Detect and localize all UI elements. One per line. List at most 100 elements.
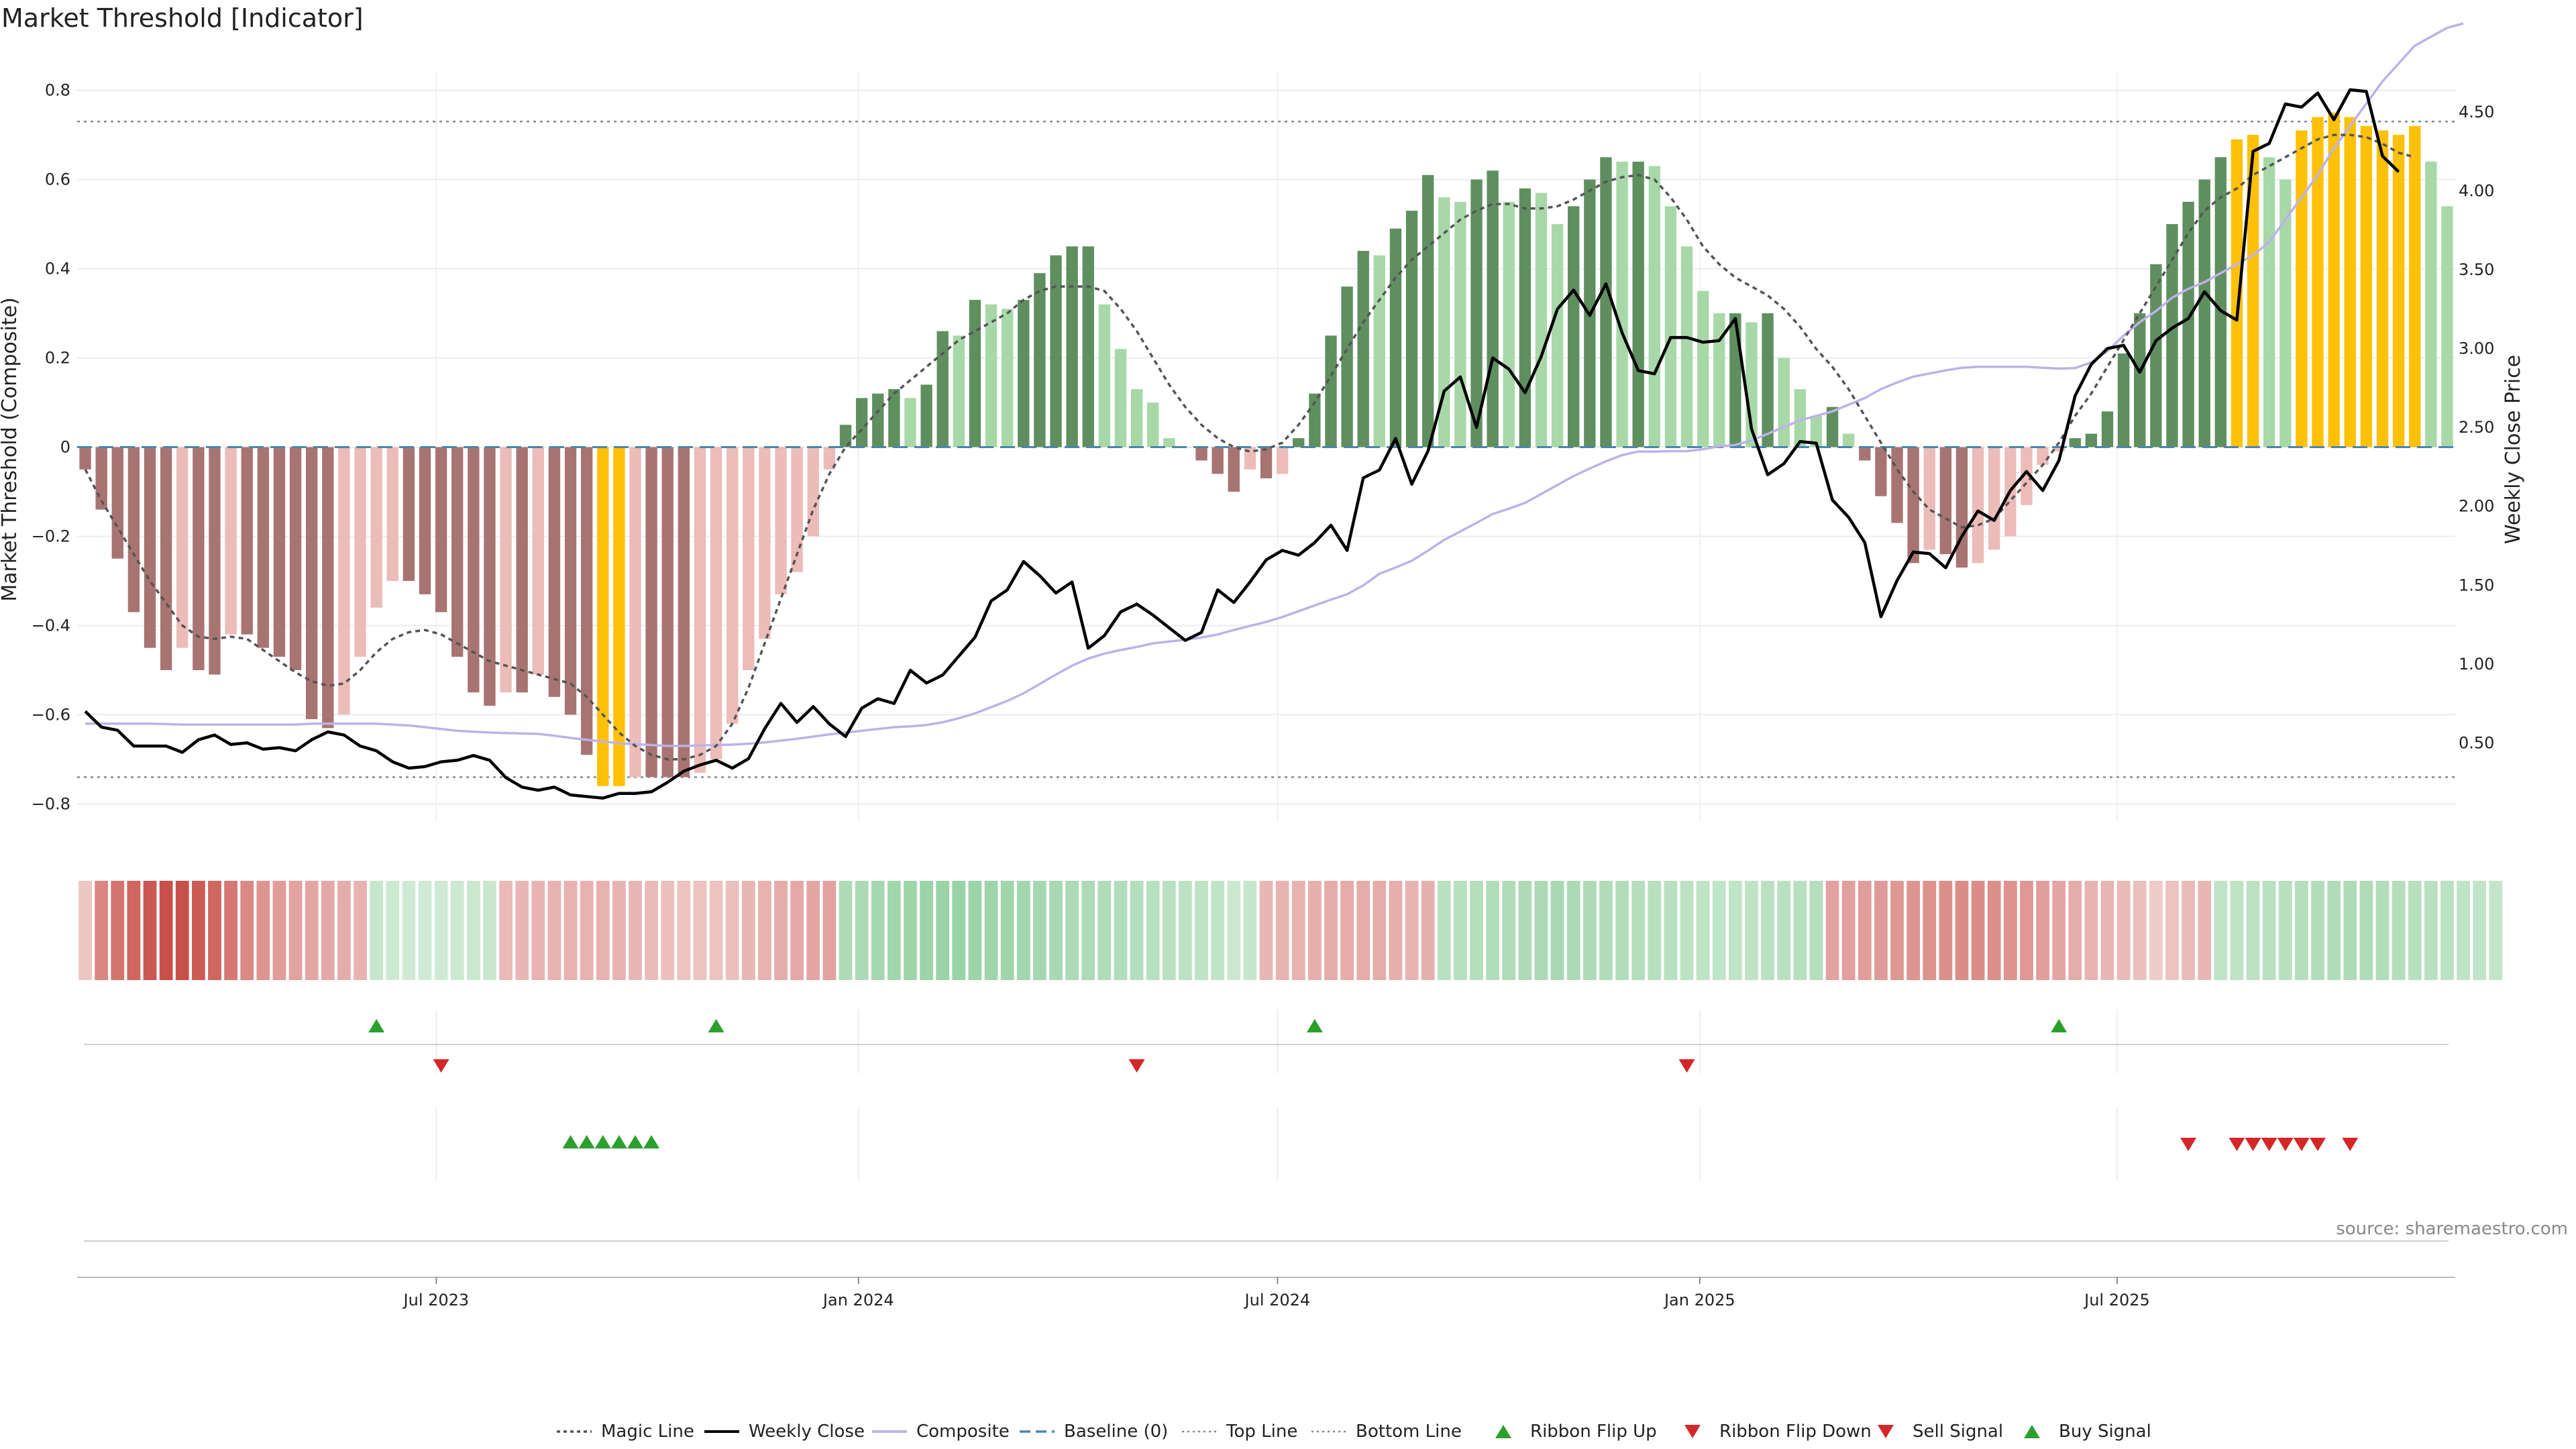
magic-line xyxy=(84,133,2416,761)
ribbon-cell xyxy=(1307,881,1322,980)
composite-bar xyxy=(2101,411,2114,447)
y-right-tick-label: 3.00 xyxy=(2459,339,2494,358)
ribbon-cell xyxy=(774,881,788,980)
composite-bar xyxy=(160,447,172,670)
composite-bar xyxy=(1794,389,1806,447)
chart-title: Market Threshold [Indicator] xyxy=(1,3,364,33)
ribbon-cell xyxy=(256,881,270,980)
ribbon-cell xyxy=(499,881,513,980)
composite-bar xyxy=(1098,304,1111,447)
ribbon-cell xyxy=(272,881,286,980)
composite-bar xyxy=(1163,438,1175,447)
ribbon-cell xyxy=(1518,881,1532,980)
buy-signal-marker xyxy=(610,1135,627,1148)
ribbon-cell xyxy=(1065,881,1079,980)
legend-swatch xyxy=(1878,1425,1894,1438)
ribbon-cell xyxy=(2149,881,2163,980)
ribbon-cell xyxy=(1728,881,1742,980)
ribbon-cell xyxy=(1227,881,1241,980)
legend-item-top-line: Top Line xyxy=(1182,1421,1297,1442)
composite-bar xyxy=(1713,313,1725,447)
legend-item-buy-signal: Buy Signal xyxy=(2024,1421,2151,1442)
composite-bar xyxy=(1632,161,1644,447)
composite-bar xyxy=(1212,447,1224,474)
ribbon-cell xyxy=(1599,881,1613,980)
ribbon-cell xyxy=(596,881,610,980)
composite-bar xyxy=(823,447,836,470)
composite-bar xyxy=(289,447,302,670)
legend-item-ribbon-flip-down: Ribbon Flip Down xyxy=(1684,1421,1872,1442)
composite-bar xyxy=(2296,130,2308,447)
sell-signal-marker xyxy=(2277,1138,2294,1151)
composite-bar xyxy=(872,393,884,447)
legend-item-composite: Composite xyxy=(872,1421,1010,1442)
composite-bar xyxy=(1600,157,1612,447)
ribbon-cell xyxy=(1874,881,1888,980)
composite-bar xyxy=(1018,300,1030,447)
composite-bar xyxy=(111,447,123,559)
composite-bar xyxy=(613,447,625,786)
ribbon-cell xyxy=(2408,881,2422,980)
legend-label: Weekly Close xyxy=(749,1421,865,1442)
ribbon-cell xyxy=(2068,881,2082,980)
composite-bar xyxy=(1810,415,1823,447)
ribbon-cell xyxy=(1421,881,1435,980)
composite-bar xyxy=(1778,358,1790,447)
composite-bar xyxy=(2344,117,2356,447)
x-tick-label: Jul 2024 xyxy=(1244,1291,1311,1309)
y-left-tick-label: 0.4 xyxy=(45,260,70,278)
composite-bar xyxy=(1519,188,1532,447)
composite-bar xyxy=(1551,224,1564,447)
composite-bar xyxy=(1293,438,1305,447)
composite-bar xyxy=(2117,353,2130,447)
ribbon-cell xyxy=(709,881,723,980)
composite-bar xyxy=(2134,313,2146,447)
ribbon-cell xyxy=(224,881,237,980)
composite-bars xyxy=(77,112,2455,786)
composite-bar xyxy=(2037,447,2049,466)
composite-bar xyxy=(1309,393,1321,447)
composite-bar xyxy=(1357,250,1369,447)
ribbon-cell xyxy=(321,881,335,980)
composite-bar xyxy=(1114,349,1127,447)
composite-bar xyxy=(516,447,528,693)
composite-bar xyxy=(354,447,366,657)
ribbon-cell xyxy=(337,881,351,980)
ribbon-cell xyxy=(1631,881,1646,980)
ribbon-cell xyxy=(725,881,739,980)
composite-bar xyxy=(953,335,965,447)
composite-bar xyxy=(2376,130,2389,447)
ribbon-cell xyxy=(2262,881,2276,980)
ribbon-cell xyxy=(564,881,578,980)
ribbon-cell xyxy=(1648,881,1662,980)
ribbon-cell xyxy=(1987,881,2001,980)
composite-bar xyxy=(2328,112,2340,447)
ribbon-cell xyxy=(2457,881,2470,980)
composite-bar xyxy=(127,447,140,612)
ribbon-cell xyxy=(1016,881,1030,980)
composite-bar xyxy=(386,447,398,581)
composite-bar xyxy=(1454,201,1466,447)
composite-bar xyxy=(95,447,107,510)
composite-bar xyxy=(1729,313,1741,447)
ribbon-cell xyxy=(2343,881,2357,980)
y-right-tick-label: 3.50 xyxy=(2459,260,2494,279)
ribbon-cell xyxy=(2003,881,2017,980)
composite-bar xyxy=(1438,197,1450,447)
y-left-tick-label: 0.6 xyxy=(45,170,70,189)
ribbon-cell xyxy=(1162,881,1176,980)
sell-signal-marker xyxy=(2229,1138,2245,1151)
ribbon-cell xyxy=(2473,881,2487,980)
composite-bar xyxy=(2085,433,2098,447)
composite-bar xyxy=(1487,170,1499,447)
ribbon-cell xyxy=(95,881,109,980)
composite-bar xyxy=(920,384,932,447)
ribbon-cell xyxy=(1858,881,1872,980)
legend-label: Ribbon Flip Down xyxy=(1719,1421,1872,1442)
ribbon-cell xyxy=(1291,881,1305,980)
ribbon-cell xyxy=(1437,881,1451,980)
composite-bar xyxy=(1972,447,1984,564)
ribbon-cell xyxy=(402,881,416,980)
ribbon-cell xyxy=(2084,881,2098,980)
legend-label: Baseline (0) xyxy=(1064,1421,1168,1442)
